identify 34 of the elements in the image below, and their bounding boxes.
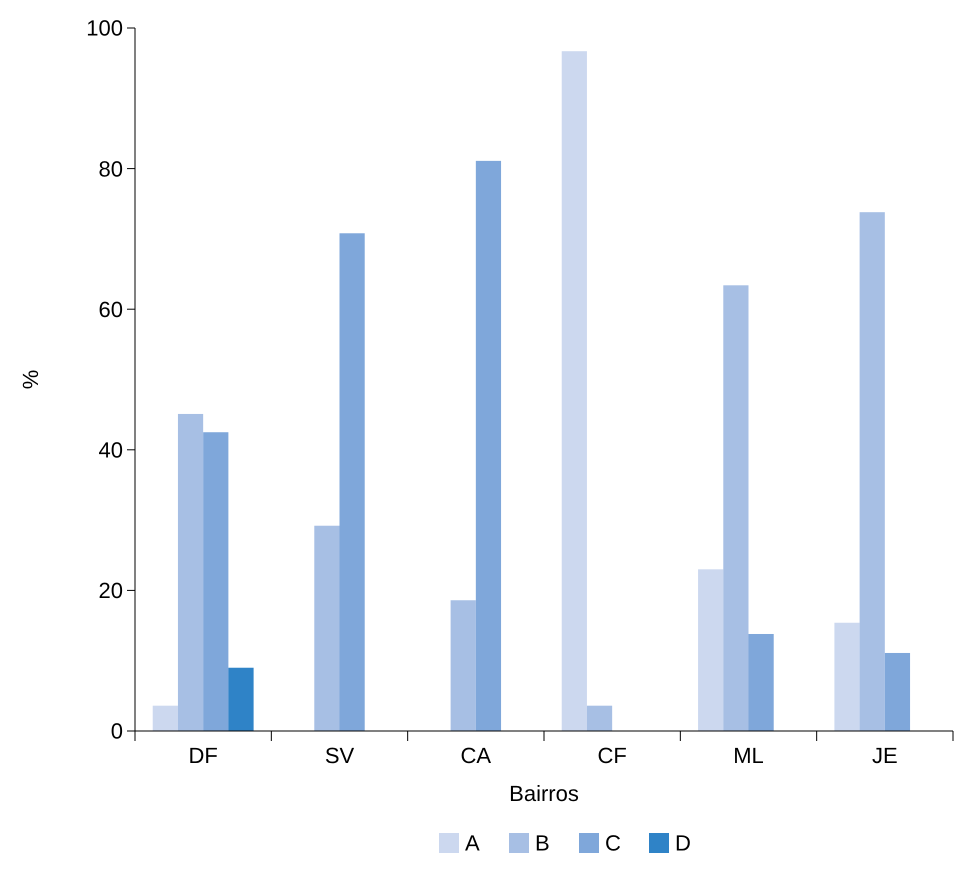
y-tick-label: 40 xyxy=(98,438,123,462)
x-axis-title: Bairros xyxy=(509,781,579,806)
legend-label: C xyxy=(605,830,621,856)
x-tick-label: CA xyxy=(460,743,492,768)
bar xyxy=(152,706,178,731)
bar xyxy=(340,233,365,731)
bar xyxy=(586,706,612,731)
y-tick-label: 0 xyxy=(110,718,123,744)
bar xyxy=(834,622,860,731)
bar xyxy=(203,432,228,731)
y-tick-label: 20 xyxy=(98,578,123,604)
bar xyxy=(562,51,587,731)
y-axis-title: % xyxy=(18,370,43,390)
bar xyxy=(860,212,885,731)
bar xyxy=(228,668,254,731)
bar xyxy=(723,285,748,731)
x-tick-label: DF xyxy=(188,743,218,768)
y-tick-label: 60 xyxy=(98,296,123,322)
legend-label: B xyxy=(535,830,550,856)
legend-label: D xyxy=(675,830,691,856)
x-tick-label: CF xyxy=(598,743,627,768)
bar xyxy=(178,414,204,731)
legend-label: A xyxy=(465,830,480,856)
x-tick-label: SV xyxy=(324,743,354,768)
bar xyxy=(450,600,476,731)
x-tick-label: JE xyxy=(872,743,898,768)
y-tick-label: 80 xyxy=(98,156,123,182)
bar xyxy=(698,569,724,731)
bar xyxy=(314,526,340,731)
bar xyxy=(476,160,502,731)
bar xyxy=(748,634,774,731)
x-tick-label: ML xyxy=(733,743,764,768)
bar xyxy=(884,652,910,731)
y-tick-label: 100 xyxy=(86,16,123,41)
